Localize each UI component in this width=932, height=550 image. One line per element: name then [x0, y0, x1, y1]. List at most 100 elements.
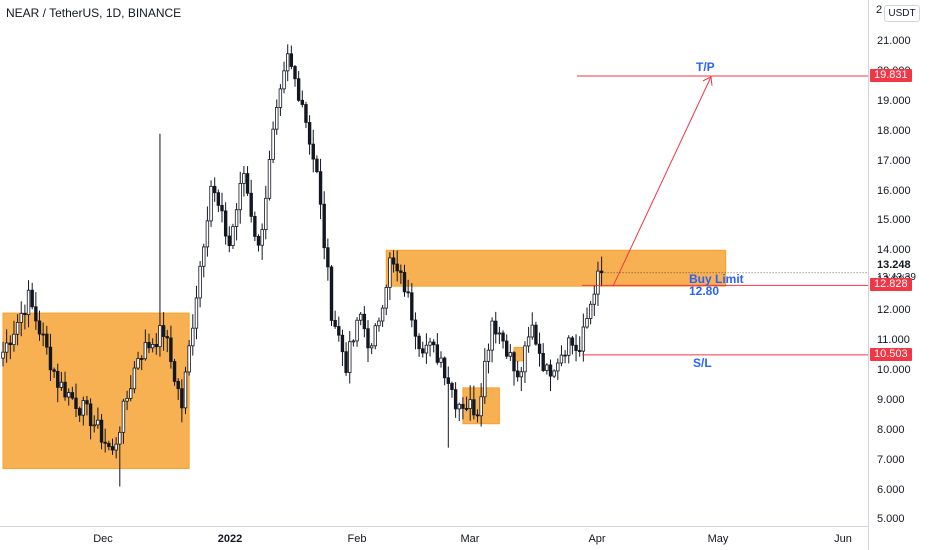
candle — [322, 191, 326, 260]
candle — [165, 329, 169, 353]
candle — [103, 428, 107, 453]
trade-levels[interactable] — [577, 75, 868, 356]
candle — [41, 322, 45, 347]
candle — [548, 359, 553, 392]
price-tick: 7.000 — [877, 453, 905, 466]
candle — [552, 369, 556, 378]
candle — [537, 332, 542, 367]
candle — [121, 398, 126, 444]
candle — [205, 206, 210, 257]
candle — [231, 223, 235, 250]
candle — [216, 189, 221, 213]
candle — [107, 440, 111, 451]
candle — [81, 396, 85, 426]
candle — [442, 356, 447, 386]
candle — [242, 166, 246, 197]
candle — [417, 333, 421, 357]
candle — [183, 366, 188, 415]
target-arrow[interactable] — [612, 76, 712, 287]
candle — [348, 331, 352, 384]
candle — [88, 398, 93, 440]
candle — [570, 336, 575, 355]
candle — [340, 329, 345, 366]
candle — [559, 345, 564, 367]
buy-limit-annotation[interactable]: Buy Limit — [689, 272, 744, 286]
candle — [307, 115, 312, 155]
chart-title[interactable]: NEAR / TetherUS, 1D, BINANCE — [6, 6, 182, 20]
candle — [486, 343, 491, 374]
candle — [355, 317, 359, 347]
candle — [271, 121, 275, 164]
candle — [85, 395, 89, 416]
stop-loss-price-badge: 10.503 — [870, 347, 912, 361]
candle — [304, 101, 308, 129]
candle — [490, 317, 494, 363]
stop-loss-annotation[interactable]: S/L — [693, 356, 712, 370]
buy-limit-value-annotation[interactable]: 12.80 — [689, 284, 720, 298]
candle — [202, 243, 206, 278]
candle — [494, 311, 498, 344]
supply-demand-zones[interactable] — [2, 249, 727, 470]
time-tick: May — [707, 533, 729, 545]
price-tick: 5.000 — [877, 513, 905, 526]
candle — [453, 382, 458, 418]
candle — [406, 279, 410, 298]
time-tick: Jun — [834, 533, 852, 545]
candle — [70, 386, 75, 400]
candle — [479, 383, 483, 427]
candle — [275, 99, 279, 135]
candle — [56, 363, 60, 403]
candle — [209, 180, 213, 227]
candle — [52, 367, 56, 378]
candle — [4, 329, 9, 363]
candle — [48, 333, 53, 381]
candle — [67, 388, 71, 406]
candle — [96, 407, 100, 429]
candle — [326, 238, 330, 281]
time-tick: Dec — [93, 533, 113, 545]
candle — [508, 344, 513, 361]
candle — [169, 325, 173, 369]
candle — [472, 385, 476, 420]
candle — [278, 84, 283, 116]
candle — [337, 316, 341, 342]
candle — [344, 342, 348, 376]
price-zone[interactable] — [385, 249, 727, 287]
candle — [253, 211, 257, 242]
price-tick: 14.000 — [877, 244, 911, 257]
candle — [264, 185, 268, 240]
price-zone[interactable] — [2, 312, 190, 470]
candle — [1, 341, 5, 367]
candle — [413, 312, 418, 350]
currency-unit-button[interactable]: USDT — [884, 5, 920, 22]
candle — [227, 226, 231, 253]
candle — [530, 312, 534, 340]
candle — [187, 339, 191, 376]
candle — [191, 314, 195, 356]
candle — [223, 202, 228, 245]
time-tick: Apr — [588, 533, 606, 545]
last-price-label: 13.248 — [877, 258, 911, 271]
candle — [260, 223, 264, 260]
candle — [118, 426, 122, 487]
candle — [421, 341, 425, 358]
candle — [34, 292, 38, 330]
price-tick: 8.000 — [877, 423, 905, 436]
candle — [464, 396, 469, 412]
candle — [30, 282, 34, 310]
candle — [234, 203, 239, 241]
candle — [592, 285, 596, 316]
candle — [362, 306, 367, 338]
candle — [158, 133, 162, 357]
candle — [373, 323, 377, 350]
candle — [483, 348, 487, 404]
candle — [519, 367, 523, 392]
candle — [129, 375, 133, 402]
candle — [161, 312, 166, 351]
candlestick-series — [1, 44, 604, 487]
candle — [351, 339, 356, 347]
candle — [315, 155, 319, 174]
take-profit-annotation[interactable]: T/P — [696, 60, 715, 74]
price-tick: 15.000 — [877, 214, 911, 227]
